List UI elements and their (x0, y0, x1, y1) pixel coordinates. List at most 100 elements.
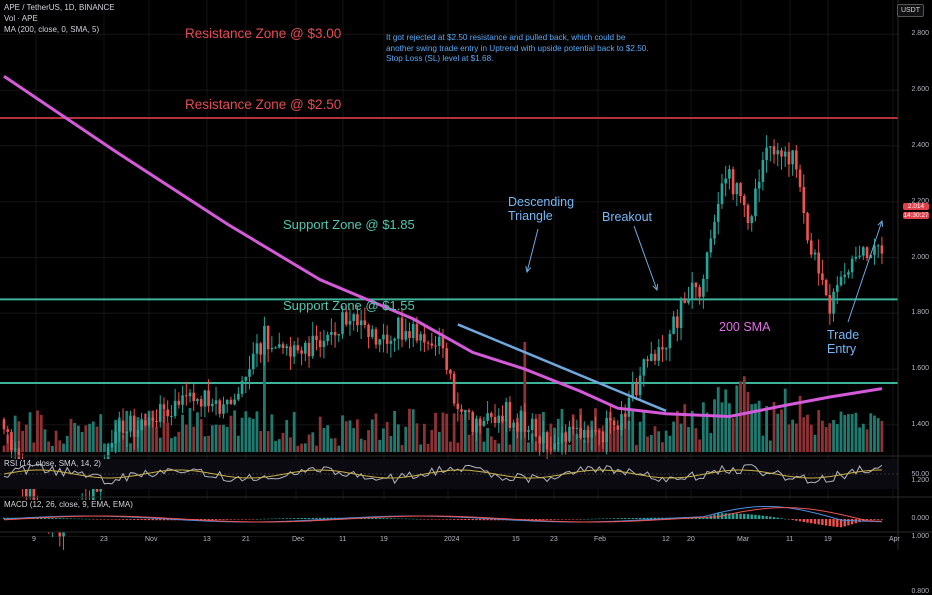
volume-bar (352, 428, 356, 452)
macd-hist-bar (255, 518, 259, 520)
volume-bar (556, 418, 560, 452)
macd-hist-bar (765, 516, 768, 519)
macd-hist-bar (769, 516, 772, 519)
macd-hist-bar (240, 519, 244, 520)
candle-body (772, 146, 776, 155)
macd-hist-bar (456, 519, 460, 520)
macd-header[interactable]: MACD (12, 26, close, 9, EMA, EMA) (4, 500, 133, 509)
candle-body (802, 187, 806, 214)
rsi-header[interactable]: RSI (14, close, SMA, 14, 2) (4, 459, 101, 468)
candle-body (430, 343, 434, 346)
macd-hist-bar (147, 519, 151, 521)
volume-bar (408, 408, 411, 452)
candle-body (850, 258, 854, 273)
candle-body (359, 320, 363, 326)
volume-bar (359, 438, 363, 452)
volume-bar (724, 389, 728, 452)
macd-hist-bar (638, 517, 642, 519)
chart-canvas (0, 0, 932, 550)
macd-hist-bar (653, 517, 657, 519)
candle-body (170, 415, 173, 417)
macd-hist-bar (103, 519, 106, 520)
macd-hist-bar (92, 519, 95, 520)
macd-hist-bar (252, 519, 255, 520)
candle-body (370, 329, 374, 337)
volume-bar (140, 418, 144, 452)
countdown-tag: 14:30:27 (903, 212, 929, 219)
volume-bar (698, 439, 702, 452)
volume-bar (173, 436, 177, 452)
macd-hist-bar (162, 519, 166, 521)
volume-bar (77, 425, 80, 452)
candle-body (702, 278, 705, 297)
candle-body (203, 390, 207, 407)
macd-hist-bar (77, 518, 80, 520)
candle-body (397, 317, 400, 339)
volume-bar (382, 428, 385, 452)
candle-body (6, 429, 10, 432)
macd-hist-bar (58, 518, 61, 519)
macd-hist-bar (441, 519, 445, 520)
candle-body (545, 432, 549, 450)
volume-bar (798, 395, 802, 452)
candle-body (690, 282, 694, 299)
sma-label: 200 SMA (719, 320, 771, 334)
volume-bar (713, 399, 716, 452)
macd-hist-bar (717, 513, 720, 519)
candle-body (806, 213, 809, 241)
symbol-header[interactable]: APE / TetherUS, 1D, BINANCE (4, 3, 115, 12)
candle-body (196, 399, 199, 402)
volume-bar (192, 426, 196, 452)
macd-hist-bar (746, 514, 750, 519)
candle-body (858, 255, 861, 257)
macd-hist-bar (292, 518, 296, 519)
volume-bar (95, 426, 99, 452)
candle-body (709, 238, 713, 253)
macd-hist-bar (865, 519, 869, 520)
macd-hist-bar (691, 517, 694, 519)
candle-body (237, 393, 240, 400)
candle-body (813, 252, 817, 255)
candle-body (824, 280, 828, 296)
candle-body (125, 431, 129, 434)
candle-body (631, 383, 634, 398)
candle-body (177, 400, 181, 405)
candle-body (229, 399, 233, 405)
macd-hist-bar (531, 519, 534, 521)
volume-bar (73, 422, 77, 452)
ma-header[interactable]: MA (200, close, 0, SMA, 5) (4, 25, 100, 34)
macd-hist-bar (490, 519, 493, 521)
macd-hist-bar (627, 518, 631, 519)
candle-body (423, 334, 426, 343)
macd-hist-bar (624, 518, 627, 519)
volume-bar (504, 419, 508, 452)
macd-hist-bar (594, 518, 597, 520)
volume-bar (746, 391, 750, 452)
candle-body (266, 325, 270, 350)
candle-body (344, 312, 348, 325)
candle-body (155, 420, 158, 422)
volume-bar (225, 427, 229, 452)
volume-bar (196, 412, 199, 452)
macd-hist-bar (564, 519, 567, 520)
volume-bar (181, 414, 184, 452)
macd-hist-bar (571, 519, 575, 520)
candle-body (158, 404, 162, 422)
candle-body (475, 418, 478, 433)
volume-bar (99, 414, 103, 452)
volume-bar (91, 421, 95, 452)
volume-bar (623, 412, 627, 452)
candle-body (687, 298, 690, 303)
volume-bar (612, 426, 616, 452)
currency-button[interactable]: USDT (896, 4, 924, 17)
volume-bar (850, 414, 854, 452)
macd-hist-bar (575, 519, 579, 520)
volume-header[interactable]: Vol · APE (4, 14, 38, 23)
macd-scale-label: 0.000 (911, 515, 929, 522)
volume-bar (731, 418, 735, 452)
candle-body (166, 409, 169, 417)
macd-hist-bar (728, 513, 731, 519)
macd-hist-bar (207, 519, 210, 521)
volume-bar (318, 416, 322, 452)
candle-body (192, 392, 196, 402)
